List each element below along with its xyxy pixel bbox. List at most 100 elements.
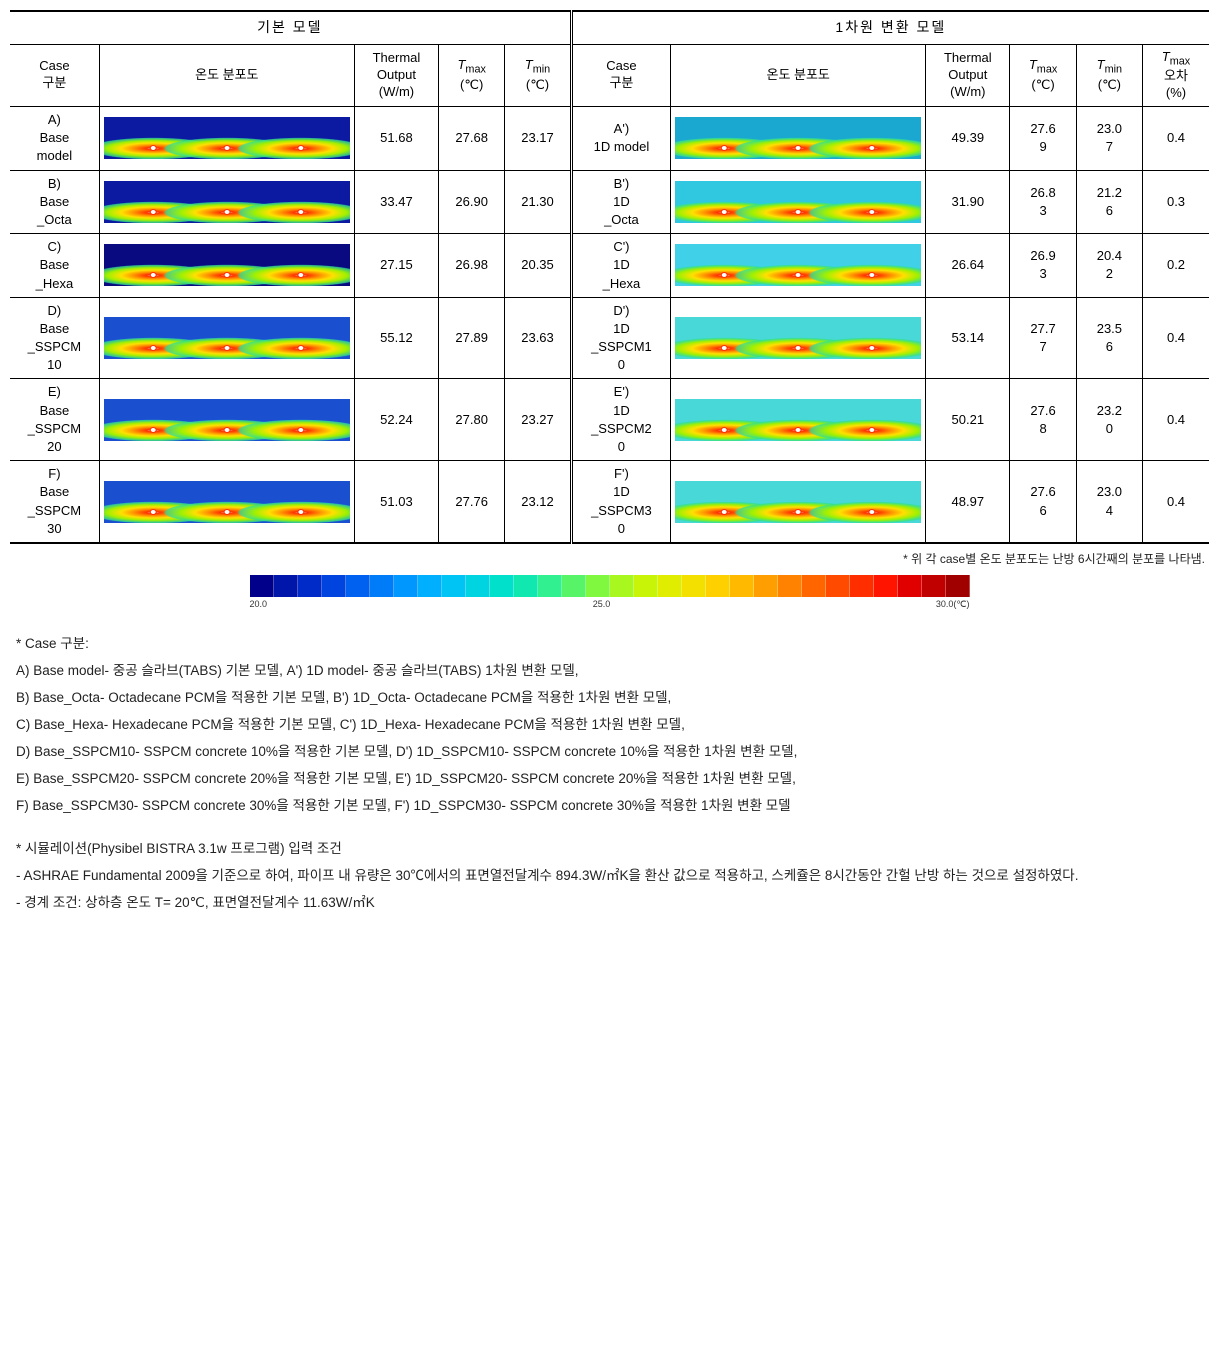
cell-thermal-left: 52.24 xyxy=(354,379,438,461)
colorbar-swatch xyxy=(778,575,802,597)
cell-thermal-left: 55.12 xyxy=(354,297,438,379)
cell-case-right: B') 1D _Octa xyxy=(571,170,670,234)
cell-thermal-left: 51.68 xyxy=(354,107,438,171)
cell-tmin-right: 20.4 2 xyxy=(1076,234,1142,298)
header-right-group: 1차원 변환 모델 xyxy=(571,11,1209,44)
cell-thermal-img-right xyxy=(671,297,926,379)
col-case-left: Case 구분 xyxy=(10,44,99,106)
table-row: F) Base _SSPCM 30 xyxy=(10,461,1209,543)
cell-tmin-right: 23.0 7 xyxy=(1076,107,1142,171)
colorbar-swatch xyxy=(298,575,322,597)
colorbar-swatch xyxy=(754,575,778,597)
cell-thermal-img-left xyxy=(99,297,354,379)
cell-tmin-left: 21.30 xyxy=(505,170,571,234)
colorbar-label-left: 20.0 xyxy=(250,599,268,610)
cell-thermal-right: 48.97 xyxy=(926,461,1010,543)
col-thermal-right: Thermal Output (W/m) xyxy=(926,44,1010,106)
colorbar-swatch xyxy=(706,575,730,597)
note-line: B) Base_Octa- Octadecane PCM을 적용한 기본 모델,… xyxy=(16,686,1203,711)
cell-tmin-right: 21.2 6 xyxy=(1076,170,1142,234)
cell-thermal-img-right xyxy=(671,461,926,543)
cell-tmin-left: 23.12 xyxy=(505,461,571,543)
note-line: A) Base model- 중공 슬라브(TABS) 기본 모델, A') 1… xyxy=(16,659,1203,684)
table-row: C) Base _Hexa xyxy=(10,234,1209,298)
cell-tmax-left: 27.76 xyxy=(439,461,505,543)
col-tmin-left: Tmin(℃) xyxy=(505,44,571,106)
colorbar-swatch xyxy=(586,575,610,597)
colorbar-swatch xyxy=(802,575,826,597)
cell-tmax-right: 27.6 9 xyxy=(1010,107,1076,171)
colorbar-swatch xyxy=(946,575,970,597)
cell-case-right: D') 1D _SSPCM1 0 xyxy=(571,297,670,379)
colorbar-label-right: 30.0(℃) xyxy=(936,599,970,610)
cell-thermal-left: 27.15 xyxy=(354,234,438,298)
note-line: - ASHRAE Fundamental 2009을 기준으로 하여, 파이프 … xyxy=(16,864,1203,889)
cell-thermal-left: 51.03 xyxy=(354,461,438,543)
colorbar-swatch xyxy=(490,575,514,597)
colorbar-swatch xyxy=(346,575,370,597)
cell-thermal-left: 33.47 xyxy=(354,170,438,234)
notes-section: * Case 구분: A) Base model- 중공 슬라브(TABS) 기… xyxy=(10,632,1209,916)
colorbar-swatch xyxy=(322,575,346,597)
cell-tmax-left: 27.89 xyxy=(439,297,505,379)
cell-tmax-left: 26.90 xyxy=(439,170,505,234)
table-footnote: * 위 각 case별 온도 분포도는 난방 6시간째의 분포를 나타냄. xyxy=(10,550,1205,567)
cell-err: 0.4 xyxy=(1143,297,1209,379)
cell-err: 0.4 xyxy=(1143,107,1209,171)
col-tmax-right: Tmax(℃) xyxy=(1010,44,1076,106)
colorbar-swatch xyxy=(514,575,538,597)
cell-thermal-img-left xyxy=(99,170,354,234)
colorbar-swatch xyxy=(634,575,658,597)
col-tmax-left: Tmax(℃) xyxy=(439,44,505,106)
cell-case-left: E) Base _SSPCM 20 xyxy=(10,379,99,461)
note-line: C) Base_Hexa- Hexadecane PCM을 적용한 기본 모델,… xyxy=(16,713,1203,738)
colorbar-swatch xyxy=(730,575,754,597)
cell-thermal-img-left xyxy=(99,461,354,543)
note-line: D) Base_SSPCM10- SSPCM concrete 10%을 적용한… xyxy=(16,740,1203,765)
cell-thermal-right: 50.21 xyxy=(926,379,1010,461)
cell-err: 0.3 xyxy=(1143,170,1209,234)
cell-thermal-img-right xyxy=(671,234,926,298)
cell-case-left: A) Base model xyxy=(10,107,99,171)
col-case-right: Case 구분 xyxy=(571,44,670,106)
cell-tmax-right: 27.6 8 xyxy=(1010,379,1076,461)
comparison-table: 기본 모델 1차원 변환 모델 Case 구분 온도 분포도 Thermal O… xyxy=(10,10,1209,544)
colorbar-swatch xyxy=(538,575,562,597)
colorbar-swatch xyxy=(466,575,490,597)
cell-thermal-img-left xyxy=(99,234,354,298)
colorbar-swatch xyxy=(250,575,274,597)
colorbar-swatch xyxy=(658,575,682,597)
colorbar: 20.0 25.0 30.0(℃) xyxy=(250,575,970,610)
cell-tmax-right: 27.6 6 xyxy=(1010,461,1076,543)
colorbar-swatch xyxy=(850,575,874,597)
cell-tmin-left: 20.35 xyxy=(505,234,571,298)
cell-thermal-img-right xyxy=(671,170,926,234)
cell-err: 0.2 xyxy=(1143,234,1209,298)
cell-case-left: C) Base _Hexa xyxy=(10,234,99,298)
colorbar-swatch xyxy=(418,575,442,597)
cell-tmax-right: 26.9 3 xyxy=(1010,234,1076,298)
col-tmax-err: Tmax오차 (%) xyxy=(1143,44,1209,106)
colorbar-swatch xyxy=(922,575,946,597)
cell-tmin-left: 23.17 xyxy=(505,107,571,171)
cell-thermal-right: 31.90 xyxy=(926,170,1010,234)
colorbar-swatch xyxy=(274,575,298,597)
cell-thermal-img-right xyxy=(671,379,926,461)
table-row: D) Base _SSPCM 10 xyxy=(10,297,1209,379)
cell-tmin-right: 23.2 0 xyxy=(1076,379,1142,461)
cell-tmin-right: 23.5 6 xyxy=(1076,297,1142,379)
colorbar-label-mid: 25.0 xyxy=(593,599,611,610)
colorbar-swatch xyxy=(562,575,586,597)
cell-tmax-right: 26.8 3 xyxy=(1010,170,1076,234)
cell-err: 0.4 xyxy=(1143,379,1209,461)
colorbar-swatch xyxy=(610,575,634,597)
cell-tmin-left: 23.27 xyxy=(505,379,571,461)
cell-thermal-img-left xyxy=(99,107,354,171)
table-row: B) Base _Octa xyxy=(10,170,1209,234)
cell-tmin-right: 23.0 4 xyxy=(1076,461,1142,543)
colorbar-swatch xyxy=(682,575,706,597)
notes-title2: * 시뮬레이션(Physibel BISTRA 3.1w 프로그램) 입력 조건 xyxy=(16,837,1203,862)
colorbar-swatch xyxy=(394,575,418,597)
table-row: E) Base _SSPCM 20 xyxy=(10,379,1209,461)
cell-case-right: C') 1D _Hexa xyxy=(571,234,670,298)
